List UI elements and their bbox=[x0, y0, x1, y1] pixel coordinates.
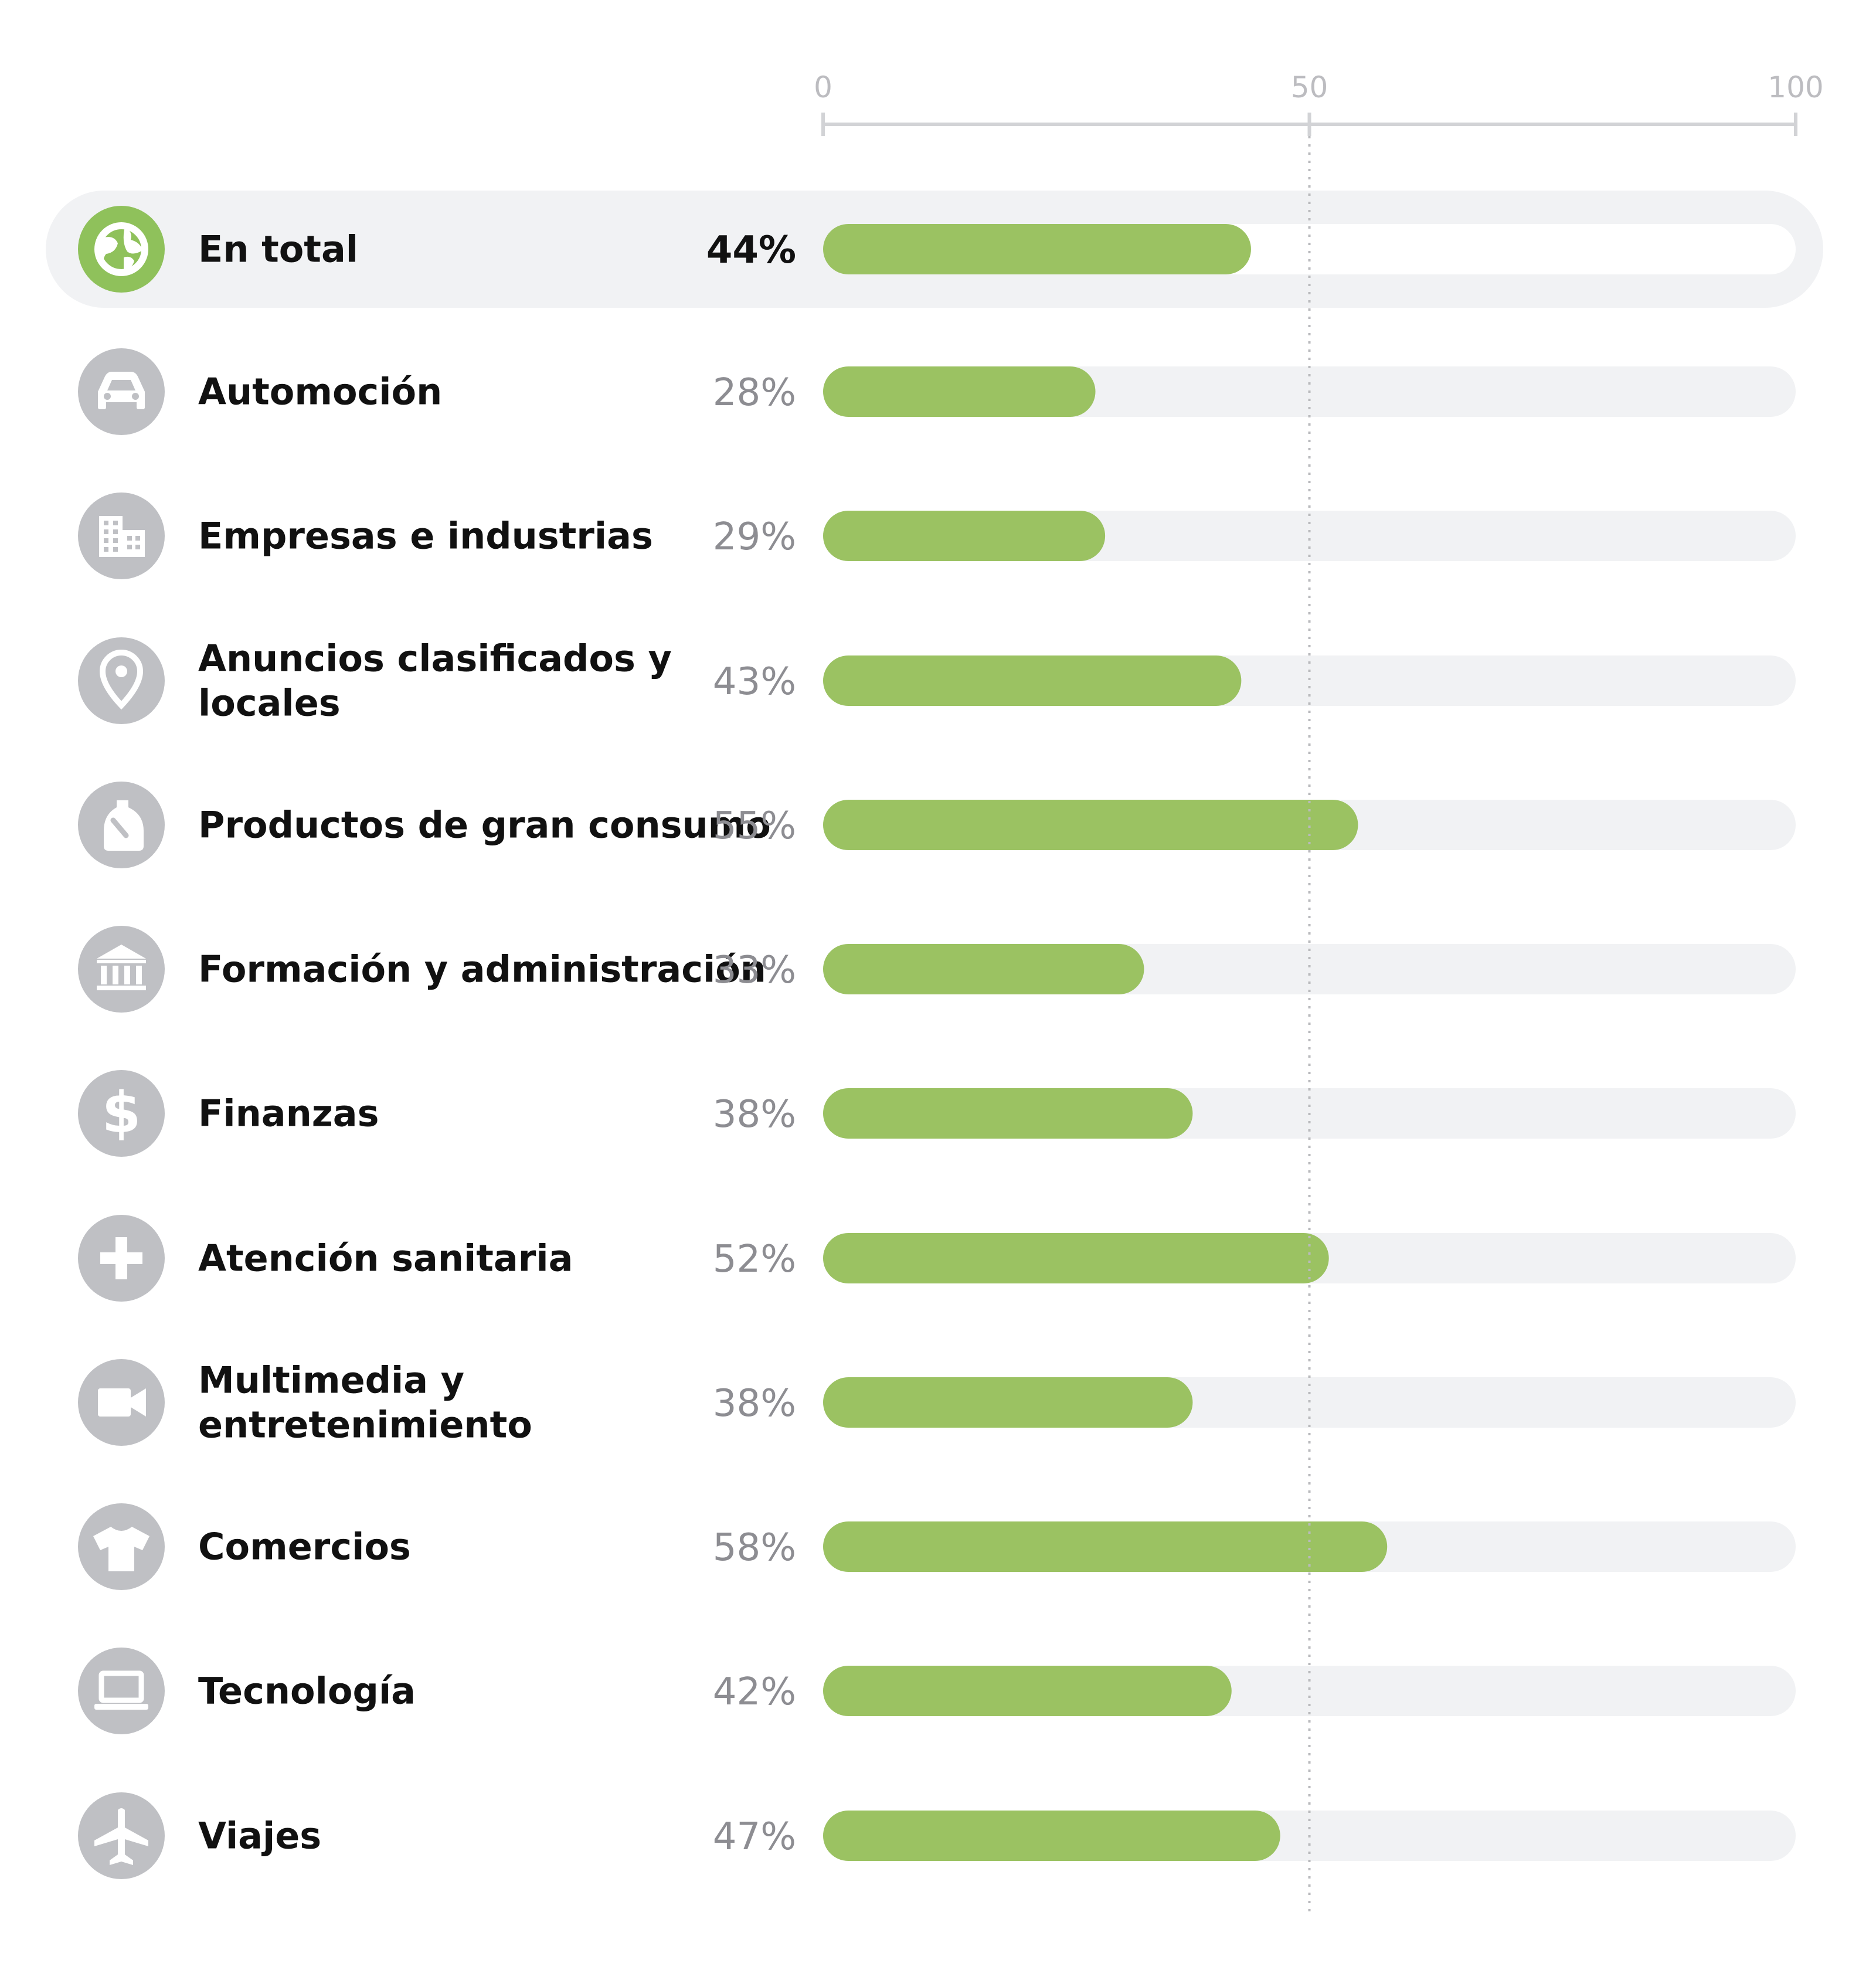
car-icon bbox=[78, 348, 165, 435]
bar-rows: En total 44% Automoción 28% Empresas e indus… bbox=[46, 191, 1823, 1879]
category-label: Empresas e industrias bbox=[198, 515, 653, 558]
category-label: Productos de gran consumo bbox=[198, 804, 771, 847]
bar bbox=[823, 1666, 1232, 1716]
category-label: Comercios bbox=[198, 1526, 411, 1568]
x-axis: 0 50 100 bbox=[814, 70, 1824, 136]
bar bbox=[823, 366, 1096, 417]
value-label: 38% bbox=[713, 1382, 796, 1425]
category-label: En total bbox=[198, 228, 358, 271]
x-tick-label: 0 bbox=[814, 70, 832, 104]
category-label: Atención sanitaria bbox=[198, 1237, 573, 1280]
icon-circle bbox=[78, 926, 165, 1013]
airplane-icon bbox=[78, 1792, 165, 1879]
bar bbox=[823, 224, 1251, 274]
value-label: 42% bbox=[713, 1670, 796, 1714]
value-label: 52% bbox=[713, 1238, 796, 1281]
value-label: 29% bbox=[713, 515, 796, 559]
bar bbox=[823, 944, 1144, 994]
bar bbox=[823, 1377, 1193, 1428]
bar bbox=[823, 655, 1242, 706]
category-label: Finanzas bbox=[198, 1092, 379, 1135]
dollar-icon: $ bbox=[78, 1070, 165, 1157]
value-label: 33% bbox=[713, 949, 796, 992]
svg-text:$: $ bbox=[102, 1080, 141, 1146]
tshirt-icon bbox=[78, 1503, 165, 1590]
value-label: 58% bbox=[713, 1526, 796, 1570]
bar bbox=[823, 1088, 1193, 1139]
video-camera-icon bbox=[78, 1359, 165, 1446]
category-label: Anuncios clasificados y locales bbox=[198, 637, 672, 725]
bar-row: Anuncios clasificados y locales 43% bbox=[78, 637, 1796, 725]
x-tick-label: 100 bbox=[1768, 70, 1823, 104]
icon-circle bbox=[78, 1648, 165, 1734]
category-label: Tecnología bbox=[198, 1670, 416, 1713]
value-label: 44% bbox=[706, 229, 796, 272]
bar bbox=[823, 1233, 1329, 1283]
bar-row: Viajes 47% bbox=[78, 1792, 1796, 1879]
bar bbox=[823, 800, 1358, 850]
bar-row: En total 44% bbox=[46, 191, 1823, 308]
category-label: Automoción bbox=[198, 371, 442, 413]
institution-icon bbox=[78, 926, 165, 1013]
category-label: Viajes bbox=[198, 1815, 321, 1857]
icon-circle bbox=[78, 1070, 165, 1157]
bar bbox=[823, 1811, 1280, 1861]
bar bbox=[823, 511, 1106, 561]
category-label: Multimedia y entretenimiento bbox=[198, 1359, 532, 1446]
building-icon bbox=[78, 492, 165, 579]
value-label: 43% bbox=[713, 660, 796, 704]
bar-row: Tecnología 42% bbox=[78, 1648, 1796, 1734]
detergent-bottle-icon bbox=[78, 782, 165, 868]
value-label: 38% bbox=[713, 1093, 796, 1136]
icon-circle bbox=[78, 637, 165, 724]
bar bbox=[823, 1521, 1388, 1572]
location-pin-icon bbox=[78, 637, 165, 724]
x-tick-label: 50 bbox=[1291, 70, 1328, 104]
laptop-icon bbox=[78, 1648, 165, 1734]
medical-cross-icon bbox=[78, 1215, 165, 1302]
bar-row: $ Finanzas 38% bbox=[78, 1070, 1796, 1157]
bar-row: Empresas e industrias 29% bbox=[78, 492, 1796, 579]
bar-row: Atención sanitaria 52% bbox=[78, 1215, 1796, 1302]
value-label: 28% bbox=[713, 371, 796, 415]
bar-row: Multimedia y entretenimiento 38% bbox=[78, 1359, 1796, 1446]
category-label: Formación y administración bbox=[198, 948, 766, 991]
bar-row: Automoción 28% bbox=[78, 348, 1796, 435]
globe-icon bbox=[78, 206, 165, 293]
value-label: 55% bbox=[713, 804, 796, 848]
bar-row: Comercios 58% bbox=[78, 1503, 1796, 1590]
value-label: 47% bbox=[713, 1815, 796, 1859]
icon-circle bbox=[78, 206, 165, 293]
